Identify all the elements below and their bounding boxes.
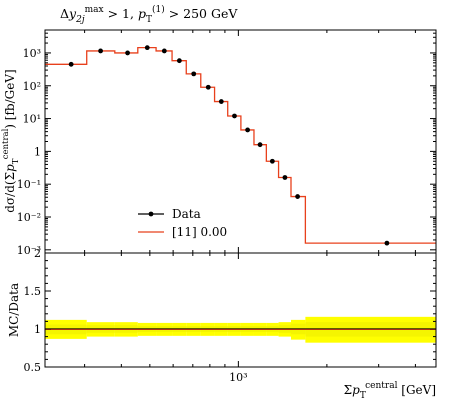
data-point	[176, 58, 182, 64]
data-point	[191, 71, 197, 77]
mc-histogram-line	[45, 46, 436, 244]
ratio-y-axis-label: MC/Data	[7, 283, 21, 337]
legend-data-label: Data	[172, 207, 201, 221]
data-point	[295, 194, 300, 199]
ratio-plot-panel: 0.5 1 1.5 2 10³ MC/Data ΣpTcentral [GeV]	[7, 247, 437, 401]
legend: Data [11] 0.00	[138, 207, 227, 239]
ratio-y-tick-label: 2	[34, 247, 41, 260]
y-tick-label: 1	[34, 145, 41, 158]
data-point	[161, 48, 167, 54]
data-point	[257, 142, 263, 148]
data-point	[282, 175, 288, 180]
legend-mc-label: [11] 0.00	[172, 225, 227, 239]
ratio-y-tick-label: 1.5	[24, 285, 42, 298]
ratio-y-tick-label: 1	[34, 323, 41, 336]
main-plot-panel: 10⁻³ 10⁻² 10⁻¹ 1 10¹ 10² 10³ dσ/d(ΣpTcentral) …	[1, 29, 437, 257]
data-point	[232, 113, 237, 119]
data-point	[205, 84, 211, 90]
x-tick-label: 10³	[229, 371, 247, 384]
main-plot-frame	[44, 29, 437, 254]
ratio-y-tick-label: 0.5	[24, 361, 42, 374]
data-point	[125, 50, 130, 56]
chart-title: Δy2jmax > 1, pT(1) > 250 GeV	[60, 4, 238, 25]
y-tick-label: 10⁻¹	[17, 178, 41, 191]
data-point	[245, 127, 251, 133]
data-point	[98, 48, 103, 54]
y-tick-label: 10¹	[23, 113, 41, 126]
y-tick-label: 10³	[23, 47, 41, 60]
data-point	[68, 61, 74, 67]
data-point	[384, 240, 390, 246]
y-tick-label: 10²	[23, 80, 41, 93]
legend-data-marker	[148, 211, 154, 217]
data-point	[144, 45, 150, 51]
y-tick-label: 10⁻²	[17, 211, 41, 224]
x-axis-label: ΣpTcentral [GeV]	[344, 381, 436, 401]
y-tick-label: 10⁻³	[17, 244, 41, 257]
data-point	[218, 99, 224, 104]
ratio-plot-frame	[44, 252, 437, 368]
main-y-axis-label: dσ/d(ΣpTcentral) [fb/GeV]	[1, 69, 21, 212]
data-point	[269, 158, 275, 164]
